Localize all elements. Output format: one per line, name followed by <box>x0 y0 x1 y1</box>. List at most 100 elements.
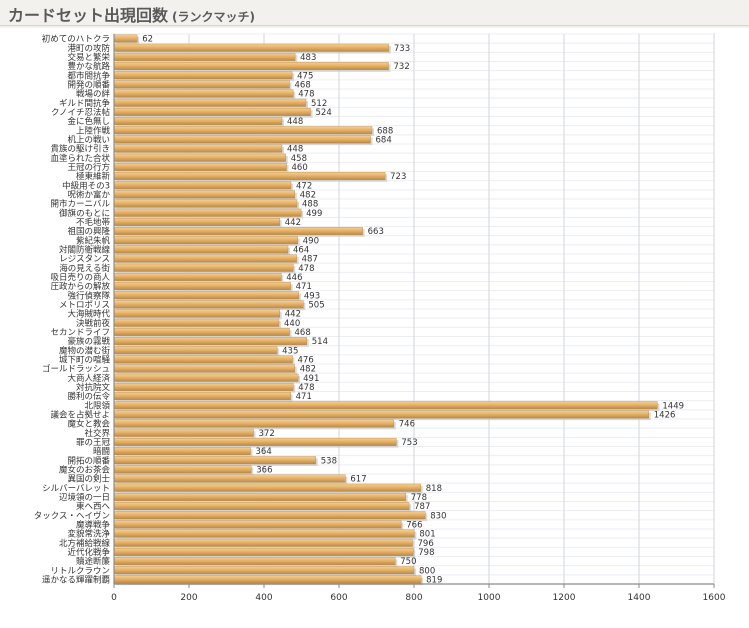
bar[interactable] <box>113 162 287 171</box>
bar[interactable] <box>113 300 304 309</box>
bar[interactable] <box>113 144 283 153</box>
data-label: 446 <box>286 273 302 283</box>
category-label: リトルクラウン <box>50 566 110 576</box>
bar[interactable] <box>113 474 346 483</box>
bar[interactable] <box>113 153 286 162</box>
data-label: 464 <box>293 245 309 255</box>
bar[interactable] <box>113 401 658 410</box>
category-label: メトロポリス <box>59 300 110 310</box>
data-label: 440 <box>284 319 300 329</box>
category-label: 大商人経済 <box>67 373 110 384</box>
bar[interactable] <box>113 217 280 226</box>
bar[interactable] <box>113 337 307 346</box>
data-label: 778 <box>411 493 427 503</box>
bar[interactable] <box>113 529 415 538</box>
x-tick-label: 1400 <box>628 593 651 603</box>
bar[interactable] <box>113 428 254 437</box>
category-label: 大海賊時代 <box>67 309 110 320</box>
data-label: 468 <box>295 80 311 90</box>
category-label: 辺境領の一日 <box>59 492 110 503</box>
bar[interactable] <box>113 327 290 336</box>
category-label: 圧政からの解放 <box>50 281 110 292</box>
bar[interactable] <box>113 538 413 547</box>
bar[interactable] <box>113 62 389 71</box>
bar[interactable] <box>113 52 296 61</box>
bar[interactable] <box>113 502 410 511</box>
bar[interactable] <box>113 227 363 236</box>
bar[interactable] <box>113 483 421 492</box>
bar[interactable] <box>113 208 302 217</box>
data-label: 490 <box>303 236 319 246</box>
bar[interactable] <box>113 245 289 254</box>
bar[interactable] <box>113 575 422 584</box>
bars-layer <box>113 34 660 586</box>
x-tick-label: 800 <box>405 593 422 603</box>
chart-panel: 62 初めてのハトクラ 733 港町の攻防 483 交易と繁栄 732 豊かな航路 475 都市間… <box>0 28 749 628</box>
bar[interactable] <box>113 373 299 382</box>
bar[interactable] <box>113 98 307 107</box>
x-tick-label: 1600 <box>703 593 726 603</box>
bar[interactable] <box>113 511 426 520</box>
bar[interactable] <box>113 34 138 43</box>
bar[interactable] <box>113 43 390 52</box>
bar[interactable] <box>113 282 291 291</box>
bar[interactable] <box>113 172 386 181</box>
bar[interactable] <box>113 272 282 281</box>
bar[interactable] <box>113 117 283 126</box>
data-label: 478 <box>298 264 314 274</box>
bar[interactable] <box>113 309 280 318</box>
bar[interactable] <box>113 392 291 401</box>
bar[interactable] <box>113 364 295 373</box>
category-label: 極東維新 <box>76 171 111 182</box>
bar[interactable] <box>113 89 294 98</box>
category-label: 対抗院文 <box>76 382 111 393</box>
bar[interactable] <box>113 437 397 446</box>
bar[interactable] <box>113 557 396 566</box>
bar[interactable] <box>113 419 394 428</box>
data-label: 471 <box>296 282 312 292</box>
category-label: 祖国の興隆 <box>67 226 110 237</box>
bar[interactable] <box>113 199 298 208</box>
data-label: 723 <box>390 172 406 182</box>
bar[interactable] <box>113 107 311 116</box>
bar[interactable] <box>113 346 278 355</box>
bar[interactable] <box>113 447 251 456</box>
data-label: 796 <box>418 539 434 549</box>
bar[interactable] <box>113 318 280 327</box>
bar[interactable] <box>113 236 298 245</box>
category-label: 貴族の駆け引き <box>50 144 110 155</box>
category-label: 金に色無し <box>67 116 110 127</box>
data-label: 62 <box>142 35 153 45</box>
bar[interactable] <box>113 566 415 575</box>
bar[interactable] <box>113 80 290 89</box>
bar[interactable] <box>113 181 292 190</box>
category-label: 魔物の潜む街 <box>59 345 111 356</box>
bar[interactable] <box>113 382 294 391</box>
bar[interactable] <box>113 520 402 529</box>
bar[interactable] <box>113 291 300 300</box>
category-label: 港町の攻防 <box>67 43 110 54</box>
category-label: 机上の戦い <box>67 134 110 145</box>
data-label: 798 <box>418 548 434 558</box>
bar[interactable] <box>113 355 293 364</box>
bar[interactable] <box>113 410 649 419</box>
labels-layer: 62 初めてのハトクラ 733 港町の攻防 483 交易と繁栄 732 豊かな航路 475 都市間… <box>34 34 684 586</box>
bar[interactable] <box>113 71 293 80</box>
bar[interactable] <box>113 254 297 263</box>
category-label: 近代化戦争 <box>67 547 110 558</box>
category-label: 海の見える街 <box>59 263 110 274</box>
bar[interactable] <box>113 135 371 144</box>
data-label: 448 <box>287 117 303 127</box>
bar[interactable] <box>113 456 316 465</box>
data-label: 471 <box>296 392 312 402</box>
bar[interactable] <box>113 263 294 272</box>
bar[interactable] <box>113 465 252 474</box>
data-label: 750 <box>400 557 416 567</box>
category-label: 中級用その3 <box>62 180 110 191</box>
bar[interactable] <box>113 547 414 556</box>
bar[interactable] <box>113 126 373 135</box>
data-label: 364 <box>256 447 272 457</box>
category-label: ギルド間抗争 <box>59 98 111 109</box>
bar[interactable] <box>113 190 295 199</box>
bar[interactable] <box>113 492 406 501</box>
